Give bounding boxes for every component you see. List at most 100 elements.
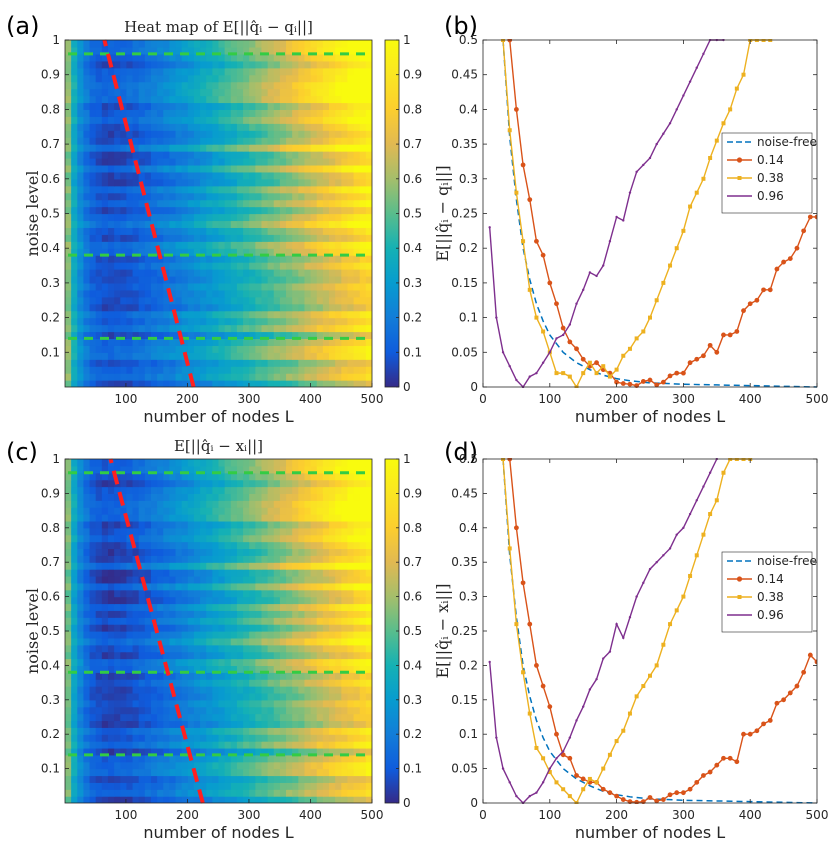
heatmap-cell — [169, 789, 177, 797]
heatmap-cell — [236, 289, 244, 298]
heatmap-cell — [341, 754, 349, 763]
heatmap-cell — [206, 555, 213, 563]
heatmap-cell — [200, 775, 207, 783]
heatmap-cell — [224, 507, 232, 515]
heatmap-cell — [175, 665, 183, 673]
heatmap-cell — [169, 775, 177, 783]
data-point — [560, 325, 566, 331]
heatmap-cell — [279, 296, 287, 305]
heatmap-cell — [107, 324, 115, 333]
heatmap-cell — [347, 185, 355, 194]
heatmap-cell — [65, 493, 72, 501]
heatmap-cell — [126, 81, 134, 90]
heatmap-cell — [89, 46, 97, 55]
heatmap-cell — [279, 220, 287, 228]
heatmap-cell — [335, 137, 342, 145]
heatmap-cell — [126, 324, 134, 333]
heatmap-cell — [347, 262, 355, 270]
heatmap-cell — [255, 534, 263, 543]
heatmap-cell — [335, 338, 342, 346]
heatmap-cell — [341, 658, 349, 666]
heatmap-cell — [255, 380, 263, 387]
heatmap-cell — [175, 60, 183, 69]
heatmap-cell — [144, 178, 152, 187]
heatmap-cell — [341, 324, 349, 333]
heatmap-cell — [224, 575, 232, 584]
heatmap-cell — [304, 255, 312, 263]
heatmap-cell — [193, 631, 201, 639]
heatmap-cell — [181, 692, 189, 701]
heatmap-cell — [341, 262, 349, 270]
heatmap-cell — [243, 46, 250, 55]
heatmap-cell — [341, 637, 349, 646]
heatmap-cell — [206, 255, 213, 263]
heatmap-cell — [175, 40, 183, 48]
heatmap-cell — [169, 144, 177, 152]
heatmap-cell — [249, 241, 256, 249]
heatmap-cell — [193, 144, 201, 152]
heatmap-cell — [316, 178, 324, 187]
heatmap-cell — [292, 164, 299, 173]
heatmap-cell — [187, 88, 195, 97]
heatmap-cell — [89, 562, 97, 570]
heatmap-cell — [193, 296, 201, 305]
heatmap-cell — [107, 352, 115, 360]
heatmap-cell — [169, 109, 177, 117]
heatmap-cell — [218, 734, 226, 742]
data-point — [507, 128, 512, 133]
heatmap-cell — [347, 734, 355, 742]
heatmap-cell — [365, 296, 372, 305]
heatmap-cell — [114, 727, 121, 735]
heatmap-cell — [107, 241, 115, 249]
heatmap-cell — [218, 185, 226, 194]
heatmap-cell — [212, 665, 220, 673]
heatmap-cell — [261, 171, 269, 180]
heatmap-cell — [335, 562, 342, 570]
x-tick-label: 400 — [299, 392, 322, 406]
heatmap-cell — [107, 109, 115, 117]
heatmap-cell — [292, 500, 299, 508]
heatmap-cell — [341, 775, 349, 783]
heatmap-cell — [144, 534, 152, 543]
heatmap-cell — [298, 199, 306, 208]
heatmap-cell — [175, 603, 183, 611]
heatmap-cell — [65, 338, 72, 346]
heatmap-cell — [101, 734, 109, 742]
heatmap-cell — [255, 617, 263, 625]
heatmap-cell — [261, 775, 269, 783]
heatmap-cell — [267, 596, 275, 605]
heatmap-cell — [255, 116, 263, 124]
heatmap-cell — [101, 310, 109, 319]
heatmap-cell — [218, 46, 226, 55]
heatmap-cell — [71, 74, 78, 83]
heatmap-cell — [359, 380, 367, 387]
heatmap-cell — [329, 637, 336, 646]
heatmap-cell — [243, 582, 250, 591]
heatmap-cell — [335, 637, 342, 646]
data-point — [662, 132, 665, 135]
heatmap-cell — [175, 95, 183, 104]
heatmap-cell — [163, 102, 170, 110]
heatmap-cell — [267, 227, 275, 235]
heatmap-cell — [89, 67, 97, 76]
heatmap-cell — [212, 248, 220, 256]
heatmap-cell — [83, 95, 91, 104]
heatmap-cell — [132, 296, 140, 305]
heatmap-cell — [335, 589, 342, 598]
heatmap-cell — [89, 706, 97, 715]
heatmap-cell — [181, 555, 189, 563]
heatmap-cell — [175, 747, 183, 756]
heatmap-cell — [286, 88, 293, 97]
heatmap-cell — [193, 310, 201, 319]
heatmap-cell — [286, 81, 293, 90]
heatmap-cell — [347, 60, 355, 69]
heatmap-cell — [77, 366, 85, 374]
data-point — [655, 142, 658, 146]
heatmap-cell — [304, 373, 312, 381]
heatmap-cell — [359, 123, 367, 131]
heatmap-cell — [310, 345, 318, 353]
heatmap-cell — [212, 164, 220, 173]
heatmap-cell — [212, 768, 220, 777]
heatmap-cell — [267, 582, 275, 591]
heatmap-cell — [150, 303, 158, 312]
